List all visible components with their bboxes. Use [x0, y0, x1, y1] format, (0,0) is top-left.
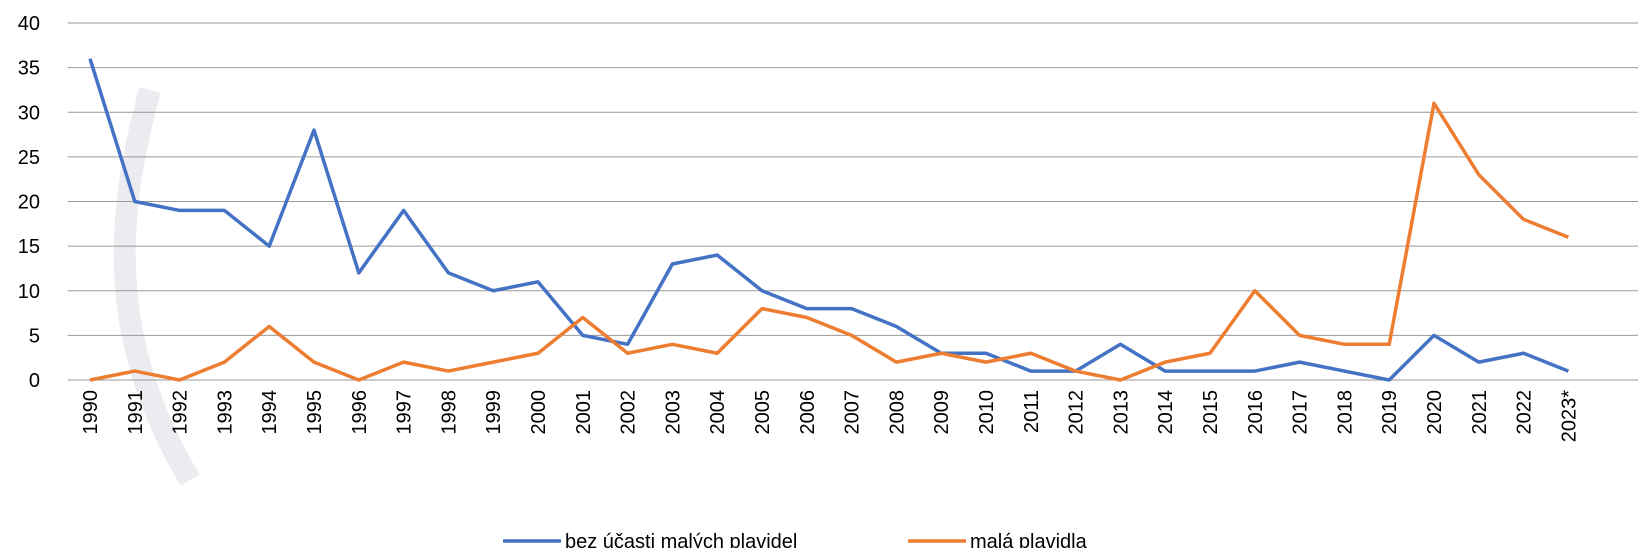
x-tick-label: 2004: [707, 390, 729, 435]
x-tick-label: 2017: [1290, 390, 1312, 435]
x-tick-label: 1991: [125, 390, 147, 435]
x-tick-label: 2018: [1334, 390, 1356, 435]
x-tick-label: 2012: [1066, 390, 1088, 435]
x-tick-label: 2002: [618, 390, 640, 435]
x-tick-label: 2014: [1155, 390, 1177, 435]
x-tick-label: 1998: [438, 390, 460, 435]
y-tick-label: 25: [18, 147, 40, 169]
x-tick-label: 2015: [1200, 390, 1222, 435]
x-tick-label: 2023*: [1558, 390, 1580, 442]
x-tick-label: 1999: [483, 390, 505, 435]
x-tick-label: 1995: [304, 390, 326, 435]
background-arc: [113, 87, 200, 486]
x-tick-label: 2020: [1424, 390, 1446, 435]
x-tick-label: 2010: [976, 390, 998, 435]
x-tick-label: 2019: [1379, 390, 1401, 435]
y-tick-label: 0: [29, 370, 40, 392]
y-tick-label: 15: [18, 236, 40, 258]
x-tick-label: 2022: [1514, 390, 1536, 435]
y-tick-label: 30: [18, 102, 40, 124]
y-tick-label: 10: [18, 281, 40, 303]
x-tick-label: 2008: [886, 390, 908, 435]
x-tick-label: 1990: [80, 390, 102, 435]
series-line: [88, 58, 1570, 382]
x-tick-label: 1996: [349, 390, 371, 435]
x-tick-label: 2000: [528, 390, 550, 435]
x-tick-label: 1997: [394, 390, 416, 435]
y-tick-label: 5: [29, 325, 40, 347]
x-tick-label: 1993: [214, 390, 236, 435]
x-tick-label: 2013: [1110, 390, 1132, 435]
y-tick-label: 40: [18, 13, 40, 35]
y-tick-label: 35: [18, 58, 40, 80]
series-line: [89, 101, 1570, 382]
x-tick-label: 2009: [931, 390, 953, 435]
legend-label: malá plavidla: [970, 531, 1088, 548]
x-tick-label: 2006: [797, 390, 819, 435]
x-tick-label: 2001: [573, 390, 595, 435]
x-tick-label: 2016: [1245, 390, 1267, 435]
x-tick-label: 2021: [1469, 390, 1491, 435]
legend-label: bez účasti malých plavidel: [565, 531, 797, 548]
x-tick-label: 1994: [259, 390, 281, 435]
x-tick-label: 2011: [1021, 390, 1043, 433]
x-tick-label: 2007: [842, 390, 864, 435]
x-tick-label: 2005: [752, 390, 774, 435]
y-tick-label: 20: [18, 192, 40, 214]
x-tick-label: 1992: [170, 390, 192, 435]
x-tick-label: 2003: [662, 390, 684, 435]
